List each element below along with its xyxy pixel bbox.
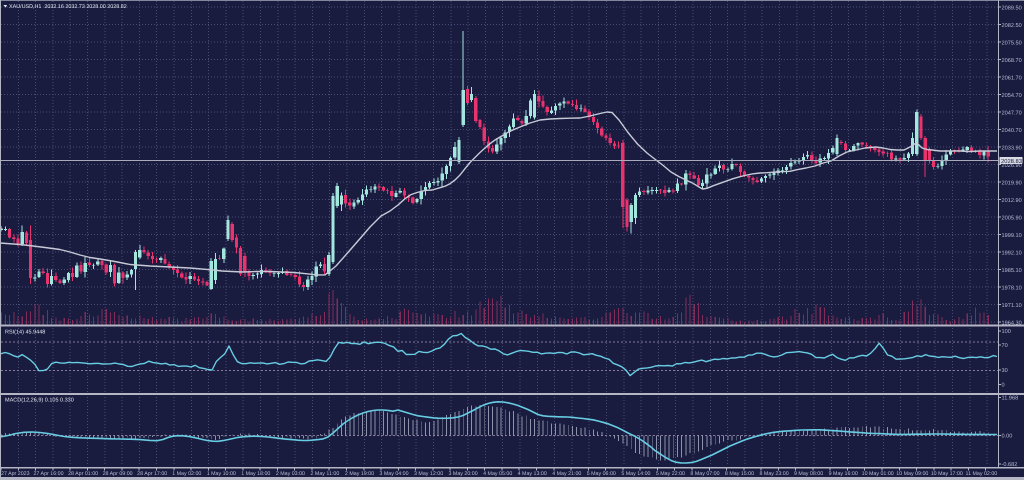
- svg-text:RSI(14) 45.9448: RSI(14) 45.9448: [5, 330, 45, 336]
- svg-text:4 May 13:00: 4 May 13:00: [518, 471, 547, 477]
- svg-text:1 May 02:00: 1 May 02:00: [172, 471, 201, 477]
- svg-text:2040.70: 2040.70: [1002, 128, 1022, 134]
- svg-text:1992.10: 1992.10: [1002, 250, 1022, 256]
- svg-text:2005.90: 2005.90: [1002, 215, 1022, 221]
- svg-text:30: 30: [1002, 368, 1008, 374]
- svg-text:10 May 17:00: 10 May 17:00: [931, 471, 963, 477]
- svg-text:8 May 15:00: 8 May 15:00: [725, 471, 754, 477]
- svg-text:8 May 07:00: 8 May 07:00: [690, 471, 719, 477]
- svg-text:1978.10: 1978.10: [1002, 285, 1022, 291]
- svg-text:5 May 14:00: 5 May 14:00: [621, 471, 650, 477]
- svg-text:2 May 19:00: 2 May 19:00: [345, 471, 374, 477]
- svg-text:2075.50: 2075.50: [1002, 40, 1022, 46]
- svg-text:0: 0: [1002, 383, 1005, 389]
- svg-text:5 May 06:00: 5 May 06:00: [587, 471, 616, 477]
- svg-text:3 May 20:00: 3 May 20:00: [449, 471, 478, 477]
- svg-text:2026.90: 2026.90: [1002, 163, 1022, 169]
- svg-text:2082.50: 2082.50: [1002, 23, 1022, 29]
- svg-text:11.968: 11.968: [1002, 396, 1019, 402]
- svg-text:XAU/USD,H1 2032.16 2032.73 20: XAU/USD,H1 2032.16 2032.73 2028.00 2028.…: [9, 4, 127, 10]
- svg-text:3 May 12:00: 3 May 12:00: [414, 471, 443, 477]
- svg-text:0.00: 0.00: [1002, 434, 1013, 440]
- svg-text:2 May 11:00: 2 May 11:00: [311, 471, 340, 477]
- svg-text:70: 70: [1002, 343, 1008, 349]
- svg-text:10 May 09:00: 10 May 09:00: [896, 471, 928, 477]
- svg-text:4 May 21:00: 4 May 21:00: [552, 471, 581, 477]
- svg-text:10 May 01:00: 10 May 01:00: [862, 471, 894, 477]
- svg-text:9 May 16:00: 9 May 16:00: [829, 471, 858, 477]
- svg-text:1 May 10:00: 1 May 10:00: [207, 471, 236, 477]
- svg-text:28 Apr 01:00: 28 Apr 01:00: [68, 471, 98, 477]
- svg-text:2028.83: 2028.83: [1001, 158, 1022, 165]
- svg-text:8 May 23:00: 8 May 23:00: [760, 471, 789, 477]
- svg-text:2054.70: 2054.70: [1002, 93, 1022, 99]
- svg-text:MACD(12,26,9) 0.105 0.330: MACD(12,26,9) 0.105 0.330: [5, 398, 74, 404]
- svg-text:2089.50: 2089.50: [1002, 5, 1022, 11]
- svg-text:28 Apr 09:00: 28 Apr 09:00: [103, 471, 133, 477]
- svg-text:1971.10: 1971.10: [1002, 303, 1022, 309]
- svg-text:1 May 18:00: 1 May 18:00: [241, 471, 270, 477]
- svg-text:11 May 02:00: 11 May 02:00: [966, 471, 998, 477]
- svg-text:28 Apr 17:00: 28 Apr 17:00: [137, 471, 167, 477]
- svg-text:3 May 04:00: 3 May 04:00: [379, 471, 408, 477]
- svg-text:-0.682: -0.682: [1002, 462, 1018, 468]
- svg-text:2019.90: 2019.90: [1002, 180, 1022, 186]
- svg-text:2 May 03:00: 2 May 03:00: [276, 471, 305, 477]
- svg-text:27 Apr 2023: 27 Apr 2023: [1, 471, 30, 477]
- svg-text:1964.30: 1964.30: [1002, 320, 1022, 326]
- svg-text:100: 100: [1002, 329, 1011, 335]
- svg-text:4 May 05:00: 4 May 05:00: [483, 471, 512, 477]
- svg-text:1985.10: 1985.10: [1002, 268, 1022, 274]
- svg-text:2068.70: 2068.70: [1002, 58, 1022, 64]
- svg-text:1999.10: 1999.10: [1002, 233, 1022, 239]
- svg-text:9 May 08:00: 9 May 08:00: [794, 471, 823, 477]
- svg-text:2047.70: 2047.70: [1002, 110, 1022, 116]
- svg-text:5 May 22:00: 5 May 22:00: [656, 471, 685, 477]
- svg-text:2061.70: 2061.70: [1002, 75, 1022, 81]
- svg-text:2033.90: 2033.90: [1002, 145, 1022, 151]
- svg-text:2012.90: 2012.90: [1002, 198, 1022, 204]
- svg-text:27 Apr 16:00: 27 Apr 16:00: [33, 471, 63, 477]
